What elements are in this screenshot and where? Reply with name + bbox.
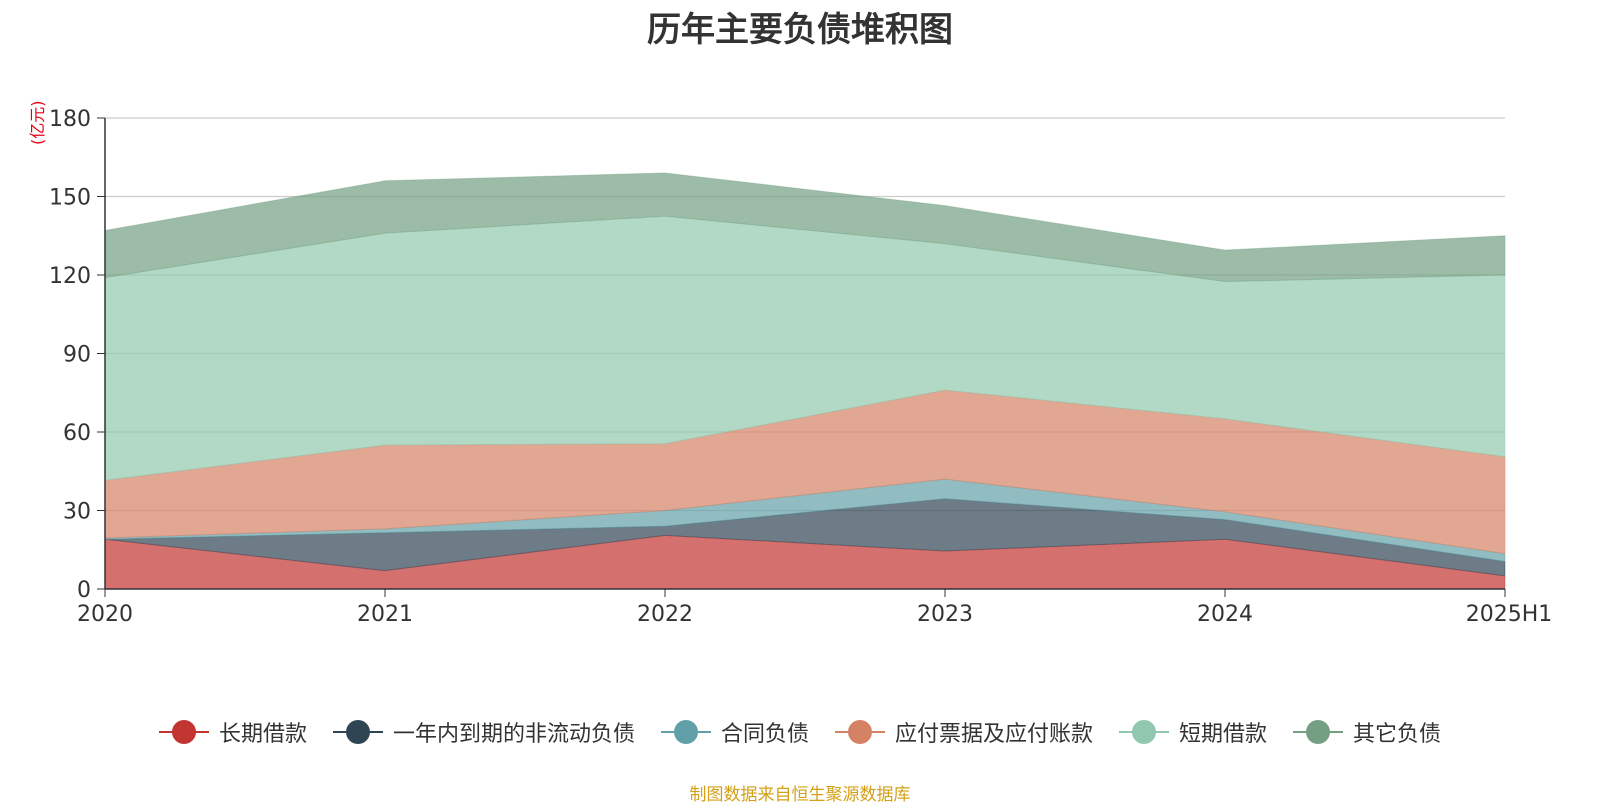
y-tick-label: 180 (49, 107, 91, 132)
legend-swatch (1293, 720, 1344, 744)
legend-swatch (660, 720, 711, 744)
x-tick-label: 2023 (917, 602, 973, 627)
legend-label: 长期借款 (218, 722, 307, 747)
legend-item-5[interactable]: 短期借款 (1119, 716, 1267, 748)
x-tick-label: 2021 (357, 602, 413, 627)
chart-title: 历年主要负债堆积图 (647, 10, 953, 50)
legend-item-2[interactable]: 一年内到期的非流动负债 (332, 716, 635, 748)
legend-item-4[interactable]: 应付票据及应付账款 (835, 716, 1093, 748)
x-tick-label: 2022 (637, 602, 693, 627)
legend-swatch (835, 720, 885, 744)
legend-label: 合同负债 (720, 722, 809, 747)
y-tick-label: 30 (63, 500, 91, 525)
stacked-area-chart: 0 30 60 90 120 150 180 2020 2021 2022 2023 2024 2025… (49, 107, 1552, 627)
legend-swatch (158, 720, 209, 744)
series-area-2 (104, 498, 1506, 577)
legend-swatch (1119, 720, 1170, 744)
series-area-6 (104, 172, 1506, 283)
legend-label: 一年内到期的非流动负债 (392, 722, 635, 747)
source-note: 制图数据来自恒生聚源数据库 (689, 785, 911, 805)
legend-item-3[interactable]: 合同负债 (660, 716, 809, 748)
y-tick-label: 120 (49, 264, 91, 289)
legend-label: 短期借款 (1179, 722, 1268, 747)
legend-label: 应付票据及应付账款 (895, 722, 1094, 747)
legend-item-1[interactable]: 长期借款 (158, 716, 307, 748)
y-tick-label: 90 (63, 343, 91, 368)
legend-item-6[interactable]: 其它负债 (1293, 716, 1441, 748)
y-tick-label: 60 (63, 421, 91, 446)
legend-swatch (332, 720, 383, 744)
x-tick-label: 2020 (77, 602, 133, 627)
legend: 长期借款 一年内到期的非流动负债 合同负债 应付票据及应付账款 短期借款 其它负债 (0, 716, 1600, 748)
series-areas (104, 172, 1506, 590)
axes: 0 30 60 90 120 150 180 2020 2021 2022 2023 2024 2025… (49, 107, 1552, 627)
x-tick-label: 2024 (1197, 602, 1253, 627)
y-tick-label: 150 (49, 186, 91, 211)
legend-label: 其它负债 (1353, 722, 1442, 747)
x-tick-label: 2025H1 (1466, 602, 1553, 627)
y-tick-label: 0 (77, 578, 91, 603)
